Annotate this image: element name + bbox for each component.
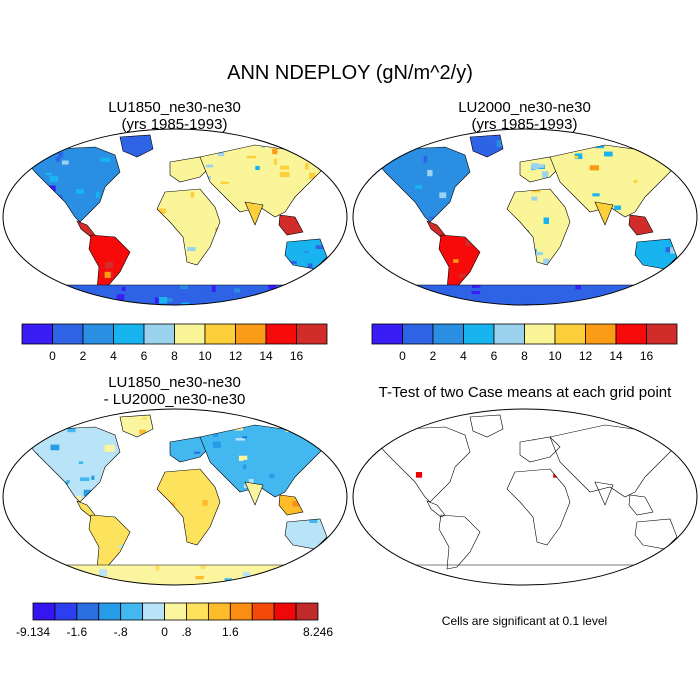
- map-panel-difference: [2, 408, 348, 586]
- colorbar-swatch: [204, 323, 236, 345]
- land-greenland: [470, 135, 503, 157]
- colorbar-tick-label: 14: [259, 349, 273, 363]
- panel-2-title-line1: LU2000_ne30-ne30: [458, 99, 591, 116]
- colorbar-swatch: [251, 602, 275, 621]
- panel-2-title-line2: (yrs 1985-1993): [471, 116, 578, 133]
- colorbar-tick-label: 12: [229, 349, 243, 363]
- colorbar-swatch: [432, 323, 464, 345]
- colorbar-swatch: [32, 602, 56, 621]
- colorbar-tick-label: 8: [521, 349, 528, 363]
- colorbar-swatch: [371, 323, 403, 345]
- colorbar-swatch: [186, 602, 209, 621]
- colorbar-swatch: [120, 602, 144, 621]
- colorbar-swatch: [235, 323, 267, 345]
- map-panel-lu1850: [2, 128, 348, 306]
- colorbar-tick-label: 14: [609, 349, 623, 363]
- colorbar-swatch: [98, 602, 122, 621]
- colorbar-swatch: [174, 323, 206, 345]
- colorbar-swatch: [524, 323, 556, 345]
- colorbar-swatch: [52, 323, 84, 345]
- panel-3-title: LU1850_ne30-ne30 - LU2000_ne30-ne30: [22, 374, 327, 408]
- panel-4-title: T-Test of two Case means at each grid po…: [378, 384, 672, 401]
- colorbar-swatch: [273, 602, 297, 621]
- colorbar-swatch: [21, 323, 53, 345]
- panel-1-title-line1: LU1850_ne30-ne30: [108, 99, 241, 116]
- colorbar-tick-label: -.8: [114, 625, 128, 639]
- colorbar-swatch: [402, 323, 434, 345]
- colorbar-swatch: [229, 602, 253, 621]
- colorbar-swatch: [54, 602, 78, 621]
- colorbar-swatch: [113, 323, 145, 345]
- colorbar-tick-label: 0: [49, 349, 56, 363]
- colorbar-swatch: [142, 602, 165, 621]
- colorbar-swatch: [265, 323, 297, 345]
- colorbar-swatch: [82, 323, 114, 345]
- panel-1-title-line2: (yrs 1985-1993): [121, 116, 228, 133]
- colorbar-tick-label: 10: [548, 349, 562, 363]
- colorbar-tick-label: 16: [640, 349, 654, 363]
- colorbar-swatch: [164, 602, 187, 621]
- panel-2-title: LU2000_ne30-ne30 (yrs 1985-1993): [372, 99, 677, 133]
- panel-3-title-line2: - LU2000_ne30-ne30: [103, 391, 246, 408]
- colorbar-tick-label: -1.6: [67, 625, 88, 639]
- colorbar-swatch: [295, 602, 319, 621]
- colorbar-swatch: [207, 602, 231, 621]
- colorbar-tick-label: 0: [161, 625, 168, 639]
- colorbar-swatch: [615, 323, 647, 345]
- colorbar-swatch: [76, 602, 100, 621]
- colorbar-swatch: [554, 323, 586, 345]
- land-north-america: [415, 472, 423, 478]
- colorbar-lu1850: 0 2 4 6 8 10 12 14 16: [21, 323, 328, 363]
- colorbar-lu2000: 0 2 4 6 8 10 12 14 16: [371, 323, 678, 363]
- panel-1-title: LU1850_ne30-ne30 (yrs 1985-1993): [22, 99, 327, 133]
- colorbar-swatch: [493, 323, 525, 345]
- colorbar-swatch: [646, 323, 678, 345]
- colorbar-tick-label: 6: [141, 349, 148, 363]
- colorbar-tick-label: .8: [181, 625, 191, 639]
- colorbar-tick-label: 2: [430, 349, 437, 363]
- map-panel-lu2000: [352, 128, 698, 306]
- colorbar-tick-label: 4: [460, 349, 467, 363]
- colorbar-difference: -9.134 -1.6 -.8 0 .8 1.6 8.246: [16, 602, 333, 639]
- colorbar-tick-label: 10: [198, 349, 212, 363]
- colorbar-tick-label: 8: [171, 349, 178, 363]
- colorbar-swatch: [585, 323, 617, 345]
- colorbar-tick-label: 6: [491, 349, 498, 363]
- colorbar-tick-label: 0: [399, 349, 406, 363]
- panel-3-title-line1: LU1850_ne30-ne30: [108, 374, 241, 391]
- colorbar-tick-label: 4: [110, 349, 117, 363]
- colorbar-tick-label: 8.246: [303, 625, 333, 639]
- figure-title: ANN NDEPLOY (gN/m^2/y): [227, 62, 473, 84]
- colorbar-swatch: [143, 323, 175, 345]
- colorbar-tick-label: 2: [80, 349, 87, 363]
- colorbar-swatch: [463, 323, 495, 345]
- colorbar-tick-label: 1.6: [222, 625, 239, 639]
- map-panel-ttest: [352, 408, 698, 586]
- colorbar-tick-label: 12: [579, 349, 593, 363]
- colorbar-swatch: [296, 323, 328, 345]
- colorbar-tick-label: 16: [290, 349, 304, 363]
- ttest-note: Cells are significant at 0.1 level: [441, 614, 608, 628]
- colorbar-tick-label: -9.134: [16, 625, 50, 639]
